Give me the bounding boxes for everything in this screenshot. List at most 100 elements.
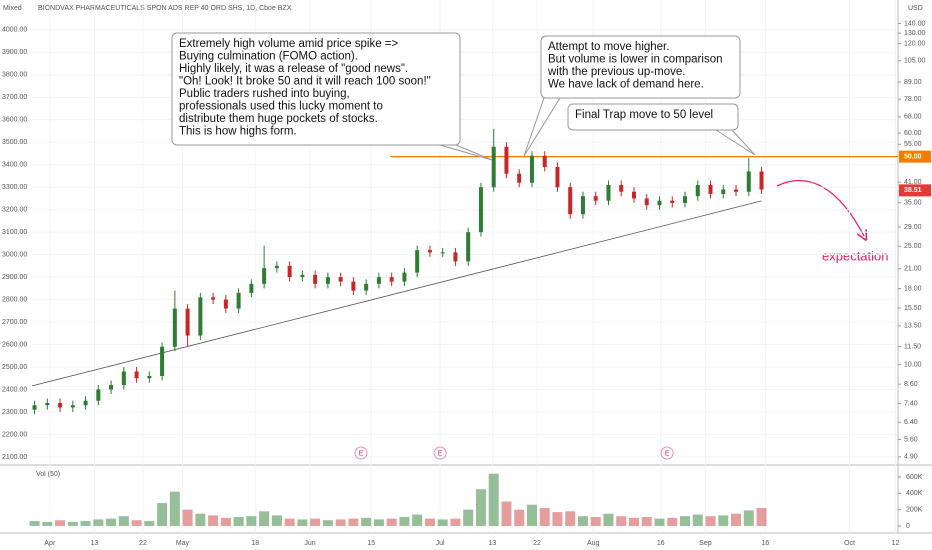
y2-tick-label: 130.00: [904, 30, 926, 37]
currency: USD: [908, 5, 923, 12]
candle-body: [249, 283, 254, 293]
x-tick-label: Aug: [587, 540, 600, 547]
candle-body: [351, 281, 356, 291]
x-tick-label: Jun: [304, 540, 315, 547]
volume-bar: [259, 511, 270, 526]
event-label: E: [438, 450, 443, 457]
candle-body: [58, 402, 63, 408]
callout-line: This is how highs form.: [179, 126, 297, 138]
candle-body: [734, 189, 739, 192]
y2-tick-label: 11.50: [904, 343, 921, 350]
candle-body: [529, 155, 534, 183]
candle-body: [542, 155, 547, 167]
candle-body: [223, 299, 228, 309]
y-tick-label: 4000.00: [2, 27, 27, 34]
x-tick-label: 13: [489, 540, 497, 547]
y-tick-label: 3900.00: [2, 49, 27, 56]
callout-pointer: [715, 129, 756, 156]
y2-tick-label: 18.00: [904, 286, 922, 293]
y2-tick-label: 15.50: [904, 305, 922, 312]
volume-bar: [399, 516, 410, 526]
candle-body: [96, 389, 101, 401]
volume-bar: [743, 510, 754, 526]
volume-bar: [565, 511, 576, 526]
volume-bar: [29, 521, 40, 526]
volume-bar: [93, 519, 104, 526]
y2-tick-label: 35.00: [904, 200, 922, 207]
volume-bar: [590, 516, 601, 526]
event-marker: [433, 446, 447, 460]
y2-tick-label: 78.00: [904, 96, 922, 103]
volume-bar: [233, 516, 244, 526]
callout-line: We have lack of demand here.: [548, 79, 704, 91]
volume-tick-label: 400K: [906, 490, 923, 497]
callout-line: with the previous up-move.: [547, 66, 685, 78]
volume-bar: [450, 518, 461, 526]
y-tick-label: 3200.00: [2, 207, 27, 214]
callout-line: distribute them huge pockets of stocks.: [179, 113, 378, 125]
callout-box: [540, 35, 741, 99]
callout-line: Attempt to move higher.: [548, 41, 669, 53]
volume-bar: [208, 515, 219, 526]
volume-bar: [322, 520, 333, 526]
y2-tick-label: 13.50: [904, 323, 922, 330]
volume-bar: [310, 518, 321, 526]
volume-bar: [144, 521, 155, 526]
candle-body: [721, 189, 726, 194]
y-tick-label: 2500.00: [2, 364, 27, 371]
candle-body: [478, 187, 483, 233]
event-label: E: [359, 450, 364, 457]
volume-bar: [386, 518, 397, 526]
y-tick-label: 2800.00: [2, 296, 27, 303]
chart-title: BIONDVAX PHARMACEUTICALS SPON ADS REP 40…: [38, 5, 292, 12]
x-tick-label: 22: [533, 540, 541, 547]
candle-body: [670, 200, 675, 203]
y2-tick-label: 89.00: [904, 79, 922, 86]
y2-tick-label: 10.00: [904, 361, 922, 368]
volume-title: Vol (50): [36, 471, 60, 478]
candle-body: [198, 297, 203, 336]
volume-bar: [284, 518, 295, 526]
x-tick-label: 18: [251, 540, 259, 547]
volume-bar: [654, 518, 665, 526]
volume-bar: [118, 516, 129, 526]
candle-body: [580, 196, 585, 215]
volume-bar: [437, 519, 448, 526]
volume-tick-label: 600K: [906, 474, 923, 481]
volume-bar: [220, 517, 231, 526]
volume-bar: [373, 519, 384, 526]
y2-tick-label: 55.00: [904, 141, 922, 148]
y2-tick-label: 21.00: [904, 266, 922, 273]
y-tick-label: 3500.00: [2, 139, 27, 146]
candle-body: [657, 200, 662, 206]
candle-body: [300, 274, 305, 278]
volume-tick-label: 0: [906, 523, 910, 530]
candle-body: [504, 146, 509, 174]
x-tick-label: Sep: [699, 540, 712, 547]
volume-bar: [692, 514, 703, 526]
volume-bar: [361, 517, 372, 526]
callout-box: [171, 32, 461, 146]
candle-body: [568, 187, 573, 215]
volume-bar: [552, 512, 563, 526]
candle-body: [491, 146, 496, 188]
x-tick-label: 13: [91, 540, 99, 547]
y-tick-label: 3300.00: [2, 184, 27, 191]
x-tick-label: May: [176, 540, 190, 547]
volume-bar: [514, 509, 525, 526]
y2-tick-label: 6.40: [904, 419, 918, 426]
callout-line: Highly likely, it was a release of "good…: [179, 63, 408, 75]
event-marker: [354, 446, 368, 460]
volume-bar: [424, 518, 435, 526]
candle-body: [32, 405, 37, 410]
candle-body: [70, 405, 75, 408]
y-tick-label: 3600.00: [2, 117, 27, 124]
candle-body: [619, 184, 624, 192]
candle-body: [555, 166, 560, 188]
event-marker: [660, 446, 674, 460]
event-label: E: [665, 450, 670, 457]
candle-body: [631, 191, 636, 199]
x-tick-label: 22: [139, 540, 147, 547]
callout-line: professionals used this lucky moment to: [179, 101, 383, 113]
callout: Final Trap move to 50 level: [567, 103, 756, 156]
